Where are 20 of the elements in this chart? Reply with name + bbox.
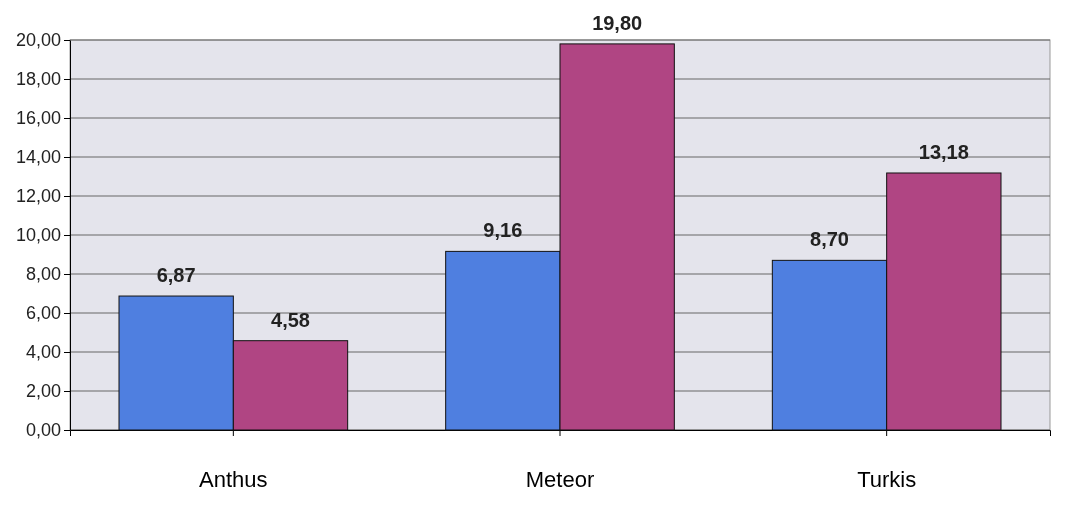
y-tick-label: 12,00 xyxy=(15,186,61,207)
y-tick-label: 4,00 xyxy=(25,342,61,363)
data-label: 9,16 xyxy=(483,219,523,242)
data-label: 6,87 xyxy=(156,264,196,287)
data-label: 19,80 xyxy=(592,11,643,34)
data-label: 4,58 xyxy=(271,308,310,331)
y-tick-label: 20,00 xyxy=(15,30,61,51)
y-tick-label: 0,00 xyxy=(25,420,61,441)
y-tick-label: 8,00 xyxy=(25,264,61,285)
y-tick-label: 6,00 xyxy=(25,303,61,324)
x-tick-label: Turkis xyxy=(857,467,917,493)
data-label: 13,18 xyxy=(918,140,969,163)
y-tick-label: 16,00 xyxy=(15,108,61,129)
x-tick-label: Meteor xyxy=(525,467,595,493)
y-tick-label: 14,00 xyxy=(15,147,61,168)
y-tick-label: 2,00 xyxy=(25,381,61,402)
y-tick-label: 10,00 xyxy=(15,225,61,246)
x-tick-label: Anthus xyxy=(199,467,268,493)
y-tick-label: 18,00 xyxy=(15,69,61,90)
data-label: 8,70 xyxy=(810,228,849,251)
